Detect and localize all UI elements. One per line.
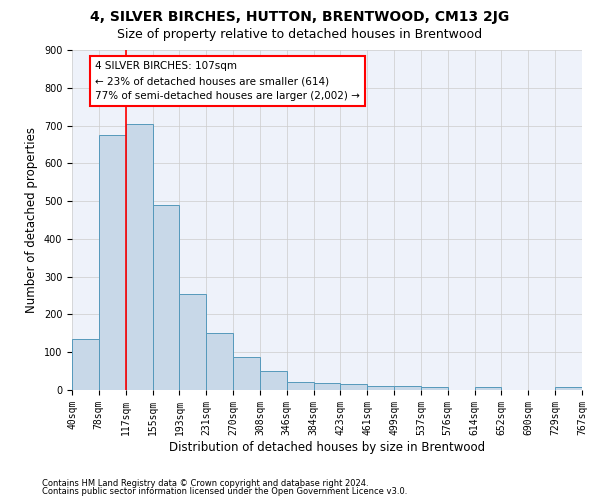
Bar: [99, 135, 125, 390]
Bar: [179, 294, 206, 390]
Text: Size of property relative to detached houses in Brentwood: Size of property relative to detached ho…: [118, 28, 482, 41]
Bar: [421, 387, 448, 390]
Text: Contains public sector information licensed under the Open Government Licence v3: Contains public sector information licen…: [42, 487, 407, 496]
Bar: [152, 205, 179, 390]
Bar: [125, 124, 152, 390]
Bar: [394, 386, 421, 390]
Text: 4 SILVER BIRCHES: 107sqm
← 23% of detached houses are smaller (614)
77% of semi-: 4 SILVER BIRCHES: 107sqm ← 23% of detach…: [95, 62, 359, 101]
Bar: [475, 387, 502, 390]
Bar: [72, 339, 99, 390]
Text: Contains HM Land Registry data © Crown copyright and database right 2024.: Contains HM Land Registry data © Crown c…: [42, 478, 368, 488]
Bar: [555, 387, 582, 390]
X-axis label: Distribution of detached houses by size in Brentwood: Distribution of detached houses by size …: [169, 440, 485, 454]
Bar: [287, 382, 314, 390]
Bar: [340, 384, 367, 390]
Text: 4, SILVER BIRCHES, HUTTON, BRENTWOOD, CM13 2JG: 4, SILVER BIRCHES, HUTTON, BRENTWOOD, CM…: [91, 10, 509, 24]
Bar: [314, 383, 340, 390]
Bar: [367, 386, 394, 390]
Bar: [260, 371, 287, 390]
Y-axis label: Number of detached properties: Number of detached properties: [25, 127, 38, 313]
Bar: [206, 334, 233, 390]
Bar: [233, 357, 260, 390]
